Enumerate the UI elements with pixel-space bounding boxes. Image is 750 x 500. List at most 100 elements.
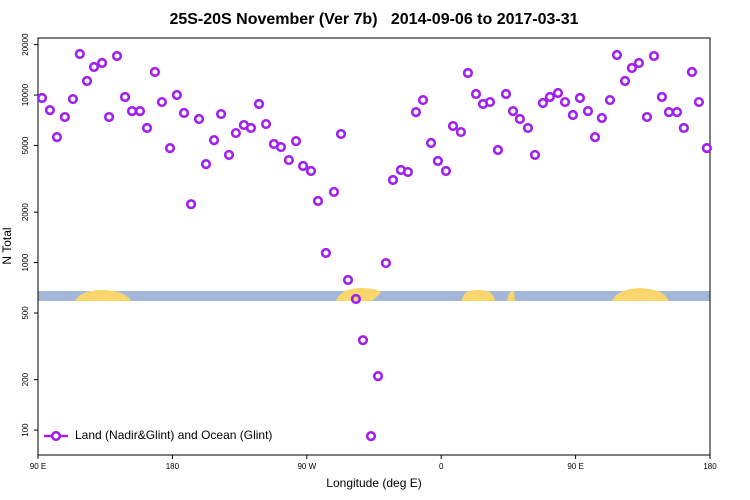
point <box>335 128 347 140</box>
point <box>141 122 153 134</box>
point <box>342 274 354 286</box>
point <box>686 66 698 78</box>
point <box>492 144 504 156</box>
point <box>185 199 197 210</box>
point <box>74 48 85 60</box>
point <box>103 111 115 123</box>
point <box>611 49 623 61</box>
y-axis-label: N Total <box>0 227 14 264</box>
x-tick-label: 90 W <box>297 462 316 471</box>
point <box>641 111 653 123</box>
point <box>380 257 392 269</box>
point <box>387 174 399 186</box>
point <box>559 96 571 108</box>
point <box>626 62 637 74</box>
y-tick-label: 100 <box>21 423 30 437</box>
point <box>372 371 384 382</box>
point <box>447 120 459 132</box>
y-tick-label: 500 <box>21 306 30 320</box>
land-patch <box>612 288 669 301</box>
point <box>260 118 272 130</box>
point <box>440 165 452 177</box>
point <box>402 166 413 178</box>
point <box>51 131 63 143</box>
point <box>529 149 541 161</box>
point <box>171 89 182 101</box>
x-tick-label: 90 E <box>567 462 583 471</box>
point <box>357 335 369 346</box>
point <box>589 131 601 143</box>
point <box>312 195 324 207</box>
x-tick-label: 0 <box>439 462 444 471</box>
point <box>305 165 317 177</box>
point <box>208 135 220 146</box>
x-tick-label: 180 <box>703 462 717 471</box>
point <box>59 111 70 123</box>
point <box>67 93 79 105</box>
point <box>500 88 512 100</box>
y-tick-label: 10000 <box>21 83 30 106</box>
point <box>663 106 675 118</box>
point <box>582 105 594 117</box>
point <box>552 87 564 99</box>
land-patch <box>462 290 495 301</box>
point <box>678 122 689 134</box>
point <box>537 97 548 109</box>
point <box>320 247 332 259</box>
land-ocean-band <box>38 288 710 301</box>
point <box>81 75 93 87</box>
point <box>648 50 660 62</box>
legend-marker <box>50 430 62 442</box>
point <box>604 94 616 106</box>
point <box>693 96 705 108</box>
y-tick-label: 200 <box>21 372 30 386</box>
point <box>507 105 519 117</box>
y-tick-label: 5000 <box>21 136 30 154</box>
point <box>164 143 176 154</box>
point <box>574 92 586 104</box>
point <box>36 92 48 104</box>
point <box>290 135 302 147</box>
point <box>156 96 168 108</box>
point <box>275 141 287 153</box>
point <box>215 108 227 120</box>
point <box>417 94 429 106</box>
land-patch <box>75 290 131 301</box>
plot-frame <box>37 37 711 456</box>
point <box>111 50 123 62</box>
land-patch <box>507 290 515 301</box>
point <box>283 154 294 166</box>
x-tick-label: 180 <box>166 462 180 471</box>
point <box>701 143 712 154</box>
point <box>134 105 146 117</box>
point <box>200 159 212 170</box>
point <box>178 107 190 119</box>
y-tick-label: 1000 <box>21 253 30 271</box>
point <box>462 67 474 79</box>
point <box>328 186 340 198</box>
point <box>544 91 556 103</box>
point <box>44 104 56 116</box>
point <box>253 98 265 110</box>
point <box>126 105 138 117</box>
point <box>425 137 437 149</box>
x-tick-label: 90 E <box>30 462 46 471</box>
point <box>410 106 422 118</box>
point <box>484 96 496 108</box>
point <box>633 57 645 69</box>
point <box>230 127 241 139</box>
point <box>245 122 257 134</box>
point <box>671 106 683 118</box>
point <box>596 112 607 124</box>
chart-title: 25S-20S November (Ver 7b) 2014-09-06 to … <box>169 11 578 28</box>
point <box>96 57 108 69</box>
point <box>522 122 534 134</box>
point <box>193 113 205 125</box>
point <box>223 149 235 161</box>
point <box>656 91 668 103</box>
y-tick-label: 2000 <box>21 203 30 221</box>
point <box>119 91 131 103</box>
point <box>149 66 161 78</box>
